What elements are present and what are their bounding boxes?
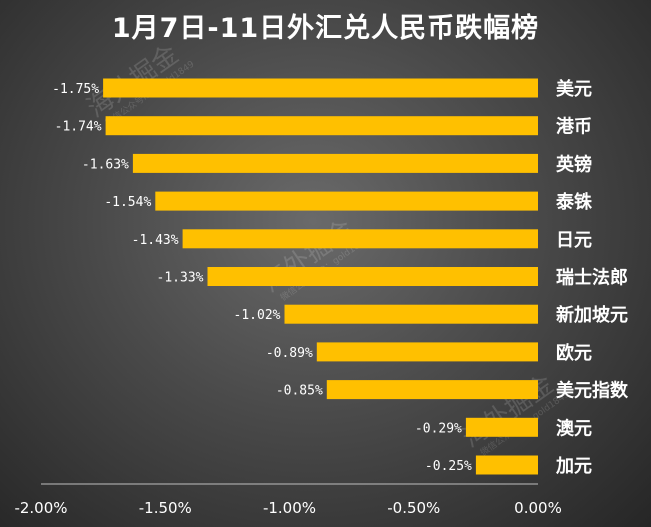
data-label: -0.25%	[425, 459, 472, 474]
data-label: -0.85%	[276, 384, 323, 399]
bar	[103, 78, 538, 98]
data-label: -1.33%	[157, 271, 204, 286]
category-label: 加元	[555, 456, 592, 477]
x-tick-label: 0.00%	[514, 499, 562, 517]
x-tick-label: -2.00%	[14, 499, 67, 517]
bar	[105, 116, 538, 136]
watermark: 海外掘金微信公众号ID：gold1849	[257, 214, 372, 303]
data-label: -1.43%	[132, 233, 179, 248]
category-label: 美元指数	[556, 380, 629, 402]
data-label: -0.29%	[415, 421, 462, 436]
bar	[316, 342, 538, 362]
data-label: -1.54%	[104, 195, 151, 210]
bar	[182, 229, 538, 249]
category-label: 欧元	[556, 342, 592, 364]
bar	[284, 304, 538, 324]
data-label: -1.02%	[234, 308, 281, 323]
category-label: 新加坡元	[556, 304, 628, 326]
category-label: 英镑	[555, 153, 592, 175]
data-label: -1.74%	[55, 120, 102, 135]
x-tick-label: -1.00%	[263, 499, 316, 517]
bar	[155, 191, 539, 211]
data-label: -1.75%	[52, 82, 99, 97]
chart-title: 1月7日-11日外汇兑人民币跌幅榜	[111, 13, 540, 44]
category-label: 澳元	[556, 417, 592, 439]
category-label: 日元	[556, 230, 592, 251]
watermark: 海外掘金微信公众号ID：gold1849	[457, 369, 572, 458]
x-tick-label: -1.50%	[139, 499, 192, 517]
bar	[132, 153, 538, 173]
category-label: 瑞士法郎	[556, 267, 628, 289]
data-label: -1.63%	[82, 157, 129, 172]
bar	[207, 267, 538, 286]
category-label: 泰铢	[555, 191, 593, 213]
data-label: -0.89%	[266, 346, 313, 361]
category-label: 美元	[556, 78, 592, 100]
x-tick-label: -0.50%	[387, 499, 440, 517]
bar	[326, 380, 538, 400]
bar	[465, 417, 538, 437]
bar	[475, 455, 538, 475]
category-label: 港币	[556, 117, 592, 138]
